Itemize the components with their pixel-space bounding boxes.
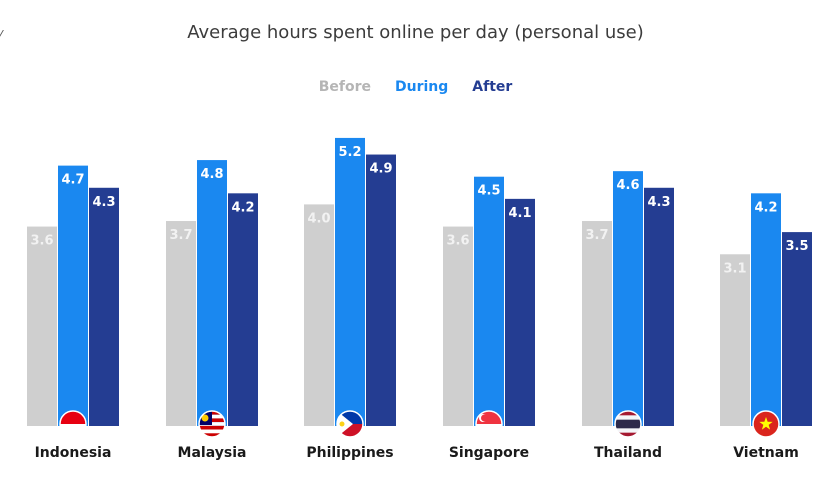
bar-value-label: 4.5	[477, 184, 500, 199]
category-label-singapore: Singapore	[449, 445, 529, 461]
bar-indonesia-during	[58, 165, 88, 426]
bar-value-label: 4.2	[754, 200, 777, 215]
bar-value-label: 4.3	[92, 195, 115, 210]
chart-title: Average hours spent online per day (pers…	[187, 22, 644, 43]
indonesia-flag-icon	[59, 410, 87, 438]
bar-value-label: 3.6	[446, 234, 469, 249]
thailand-flag-icon	[614, 410, 642, 438]
bar-vietnam-during	[751, 193, 781, 426]
bar-indonesia-before	[27, 226, 57, 426]
bar-indonesia-after	[89, 187, 119, 426]
bar-singapore-during	[474, 176, 504, 426]
bar-thailand-during	[613, 171, 643, 426]
legend-item-before: Before	[318, 79, 371, 95]
bar-value-label: 3.7	[585, 228, 608, 243]
bar-value-label: 3.7	[169, 228, 192, 243]
legend-item-after: After	[472, 79, 513, 95]
bar-philippines-before	[304, 204, 334, 426]
bar-value-label: 5.2	[338, 145, 361, 160]
legend: Before During After	[0, 79, 831, 95]
malaysia-flag-icon	[198, 410, 226, 438]
bar-malaysia-during	[197, 160, 227, 426]
bar-vietnam-before	[720, 254, 750, 426]
bar-value-label: 4.0	[307, 211, 330, 226]
philippines-flag-icon	[336, 410, 364, 438]
bar-thailand-before	[582, 221, 612, 426]
bar-value-label: 4.7	[61, 173, 84, 188]
bar-value-label: 4.1	[508, 206, 531, 221]
bar-value-label: 4.9	[369, 162, 392, 177]
bar-value-label: 4.6	[616, 178, 639, 193]
bar-philippines-after	[366, 154, 396, 427]
vietnam-flag-icon	[752, 410, 780, 438]
bar-value-label: 3.6	[30, 234, 53, 249]
bar-malaysia-after	[228, 193, 258, 426]
bar-value-label: 4.3	[647, 195, 670, 210]
bar-thailand-after	[644, 187, 674, 426]
bar-philippines-during	[335, 137, 365, 427]
bar-singapore-before	[443, 226, 473, 426]
singapore-flag-icon	[475, 410, 503, 438]
bar-value-label: 4.2	[231, 200, 254, 215]
bar-vietnam-after	[782, 232, 812, 426]
category-label-malaysia: Malaysia	[178, 445, 247, 461]
legend-item-during: During	[394, 79, 449, 95]
category-label-indonesia: Indonesia	[35, 445, 112, 461]
bar-value-label: 3.5	[785, 239, 808, 254]
bar-singapore-after	[505, 198, 535, 426]
category-label-vietnam: Vietnam	[733, 445, 799, 461]
category-label-thailand: Thailand	[594, 445, 662, 461]
bar-value-label: 3.1	[723, 261, 746, 276]
bar-malaysia-before	[166, 221, 196, 426]
category-label-philippines: Philippines	[306, 445, 393, 461]
bar-value-label: 4.8	[200, 167, 223, 182]
